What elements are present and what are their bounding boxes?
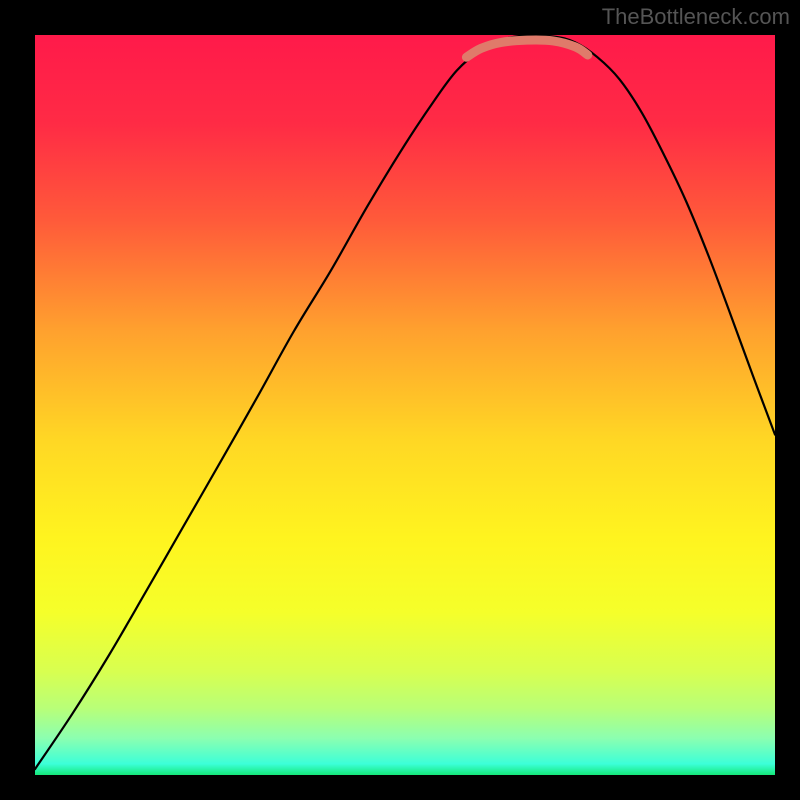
chart-container: TheBottleneck.com	[0, 0, 800, 800]
chart-svg	[0, 0, 800, 800]
watermark-label: TheBottleneck.com	[602, 4, 790, 30]
